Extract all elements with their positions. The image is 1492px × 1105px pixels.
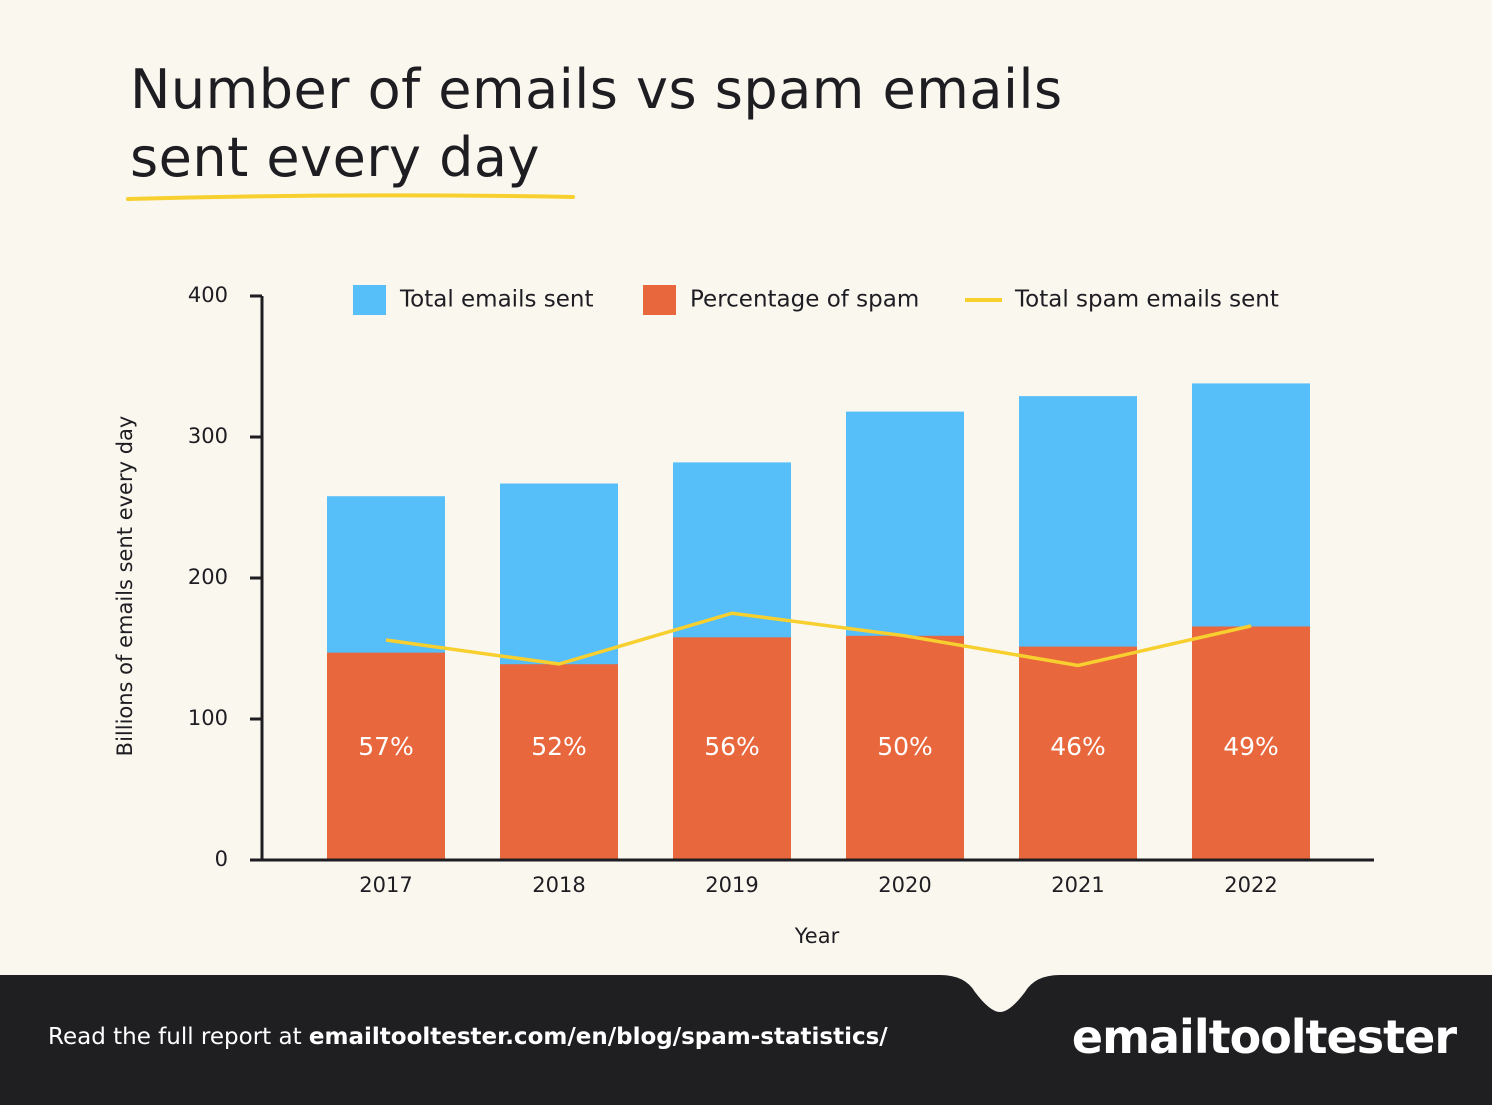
y-tick-label: 400 bbox=[188, 283, 228, 307]
footer-link[interactable]: emailtooltester.com/en/blog/spam-statist… bbox=[308, 1024, 888, 1050]
data-label: 57% bbox=[358, 732, 414, 761]
y-tick-label: 100 bbox=[188, 706, 228, 730]
data-label: 56% bbox=[704, 732, 760, 761]
legend-label: Percentage of spam bbox=[690, 287, 919, 313]
legend-swatch bbox=[643, 285, 676, 315]
spam-bar bbox=[673, 637, 791, 860]
y-axis-label: Billions of emails sent every day bbox=[113, 416, 137, 757]
y-tick-label: 300 bbox=[188, 424, 228, 448]
legend-label: Total emails sent bbox=[399, 287, 593, 313]
x-tick-label: 2017 bbox=[359, 873, 412, 897]
logo: emailtooltester bbox=[1071, 1010, 1457, 1064]
x-tick-label: 2020 bbox=[878, 873, 931, 897]
title-underline bbox=[126, 193, 575, 201]
spam-bar bbox=[1192, 626, 1310, 860]
data-label: 50% bbox=[877, 732, 933, 761]
spam-bar bbox=[500, 664, 618, 860]
x-tick-label: 2018 bbox=[532, 873, 585, 897]
spam-bar bbox=[327, 652, 445, 860]
x-axis-label: Year bbox=[794, 924, 840, 948]
legend-label: Total spam emails sent bbox=[1014, 287, 1279, 313]
x-tick-label: 2019 bbox=[705, 873, 758, 897]
footer-band bbox=[0, 975, 1492, 1105]
legend-swatch bbox=[353, 285, 386, 315]
footer-text: Read the full report at emailtooltester.… bbox=[48, 1024, 888, 1050]
spam-bar bbox=[846, 635, 964, 860]
data-label: 49% bbox=[1223, 732, 1279, 761]
y-tick-label: 0 bbox=[215, 847, 228, 871]
spam-line bbox=[385, 611, 1252, 668]
chart-title: Number of emails vs spam emails sent eve… bbox=[130, 58, 1063, 189]
x-tick-label: 2021 bbox=[1051, 873, 1104, 897]
y-tick-label: 200 bbox=[188, 565, 228, 589]
footer-lead: Read the full report at bbox=[48, 1024, 302, 1050]
data-label: 52% bbox=[531, 732, 587, 761]
data-label: 46% bbox=[1050, 732, 1106, 761]
spam-bar bbox=[1019, 646, 1137, 860]
x-tick-label: 2022 bbox=[1224, 873, 1277, 897]
